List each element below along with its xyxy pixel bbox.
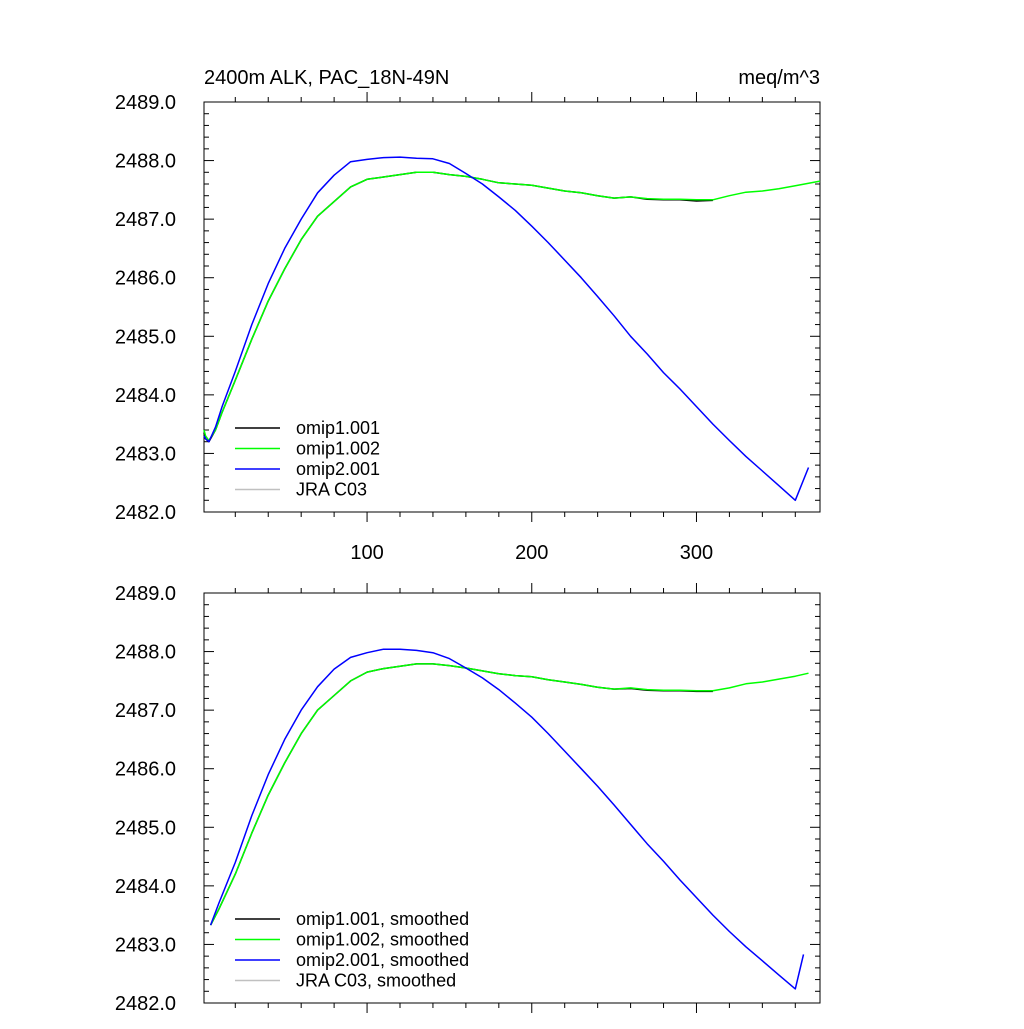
x-tick-label: 300 bbox=[680, 542, 713, 564]
y-tick-label: 2485.0 bbox=[115, 817, 176, 839]
x-tick-label: 200 bbox=[515, 542, 548, 564]
chart-title: 2400m ALK, PAC_18N-49N bbox=[204, 67, 449, 89]
y-tick-label: 2483.0 bbox=[115, 934, 176, 956]
legend-label-4: JRA C03, smoothed bbox=[296, 971, 456, 991]
series-line-1 bbox=[209, 663, 713, 926]
legend-label-4: JRA C03 bbox=[296, 480, 367, 500]
y-tick-label: 2486.0 bbox=[115, 759, 176, 781]
series-line-3 bbox=[209, 648, 805, 990]
plot-frame bbox=[203, 592, 821, 1004]
y-tick-label: 2487.0 bbox=[115, 209, 176, 231]
y-tick-label: 2489.0 bbox=[115, 92, 176, 114]
y-tick-label: 2485.0 bbox=[115, 326, 176, 348]
series-line-2 bbox=[203, 171, 821, 442]
series-line-1 bbox=[203, 171, 713, 443]
y-tick-label: 2482.0 bbox=[115, 993, 176, 1015]
y-tick-label: 2484.0 bbox=[115, 876, 176, 898]
legend-label-3: omip2.001 bbox=[296, 459, 380, 479]
chart-panel-1: 2482.0 2483.0 2484.0 2485.0 2486.0 2487.0 2488… bbox=[115, 67, 821, 564]
y-tick-label: 2487.0 bbox=[115, 700, 176, 722]
legend-label-3: omip2.001, smoothed bbox=[296, 950, 469, 970]
y-tick-label: 2488.0 bbox=[115, 151, 176, 173]
legend-label-2: omip1.002, smoothed bbox=[296, 930, 469, 950]
series-line-3 bbox=[203, 156, 810, 502]
x-tick-label: 100 bbox=[350, 542, 383, 564]
y-tick-label: 2489.0 bbox=[115, 583, 176, 605]
y-tick-label: 2486.0 bbox=[115, 268, 176, 290]
plot-frame bbox=[203, 101, 821, 513]
y-tick-label: 2482.0 bbox=[115, 502, 176, 524]
chart-units: meq/m^3 bbox=[738, 67, 820, 89]
legend-label-1: omip1.001 bbox=[296, 418, 380, 438]
y-tick-label: 2483.0 bbox=[115, 443, 176, 465]
legend-label-1: omip1.001, smoothed bbox=[296, 909, 469, 929]
chart-panel-2: 2482.0 2483.0 2484.0 2485.0 2486.0 2487.0 2488… bbox=[115, 583, 821, 1015]
y-tick-label: 2488.0 bbox=[115, 642, 176, 664]
series-line-2 bbox=[209, 663, 809, 926]
legend-label-2: omip1.002 bbox=[296, 439, 380, 459]
y-tick-label: 2484.0 bbox=[115, 385, 176, 407]
